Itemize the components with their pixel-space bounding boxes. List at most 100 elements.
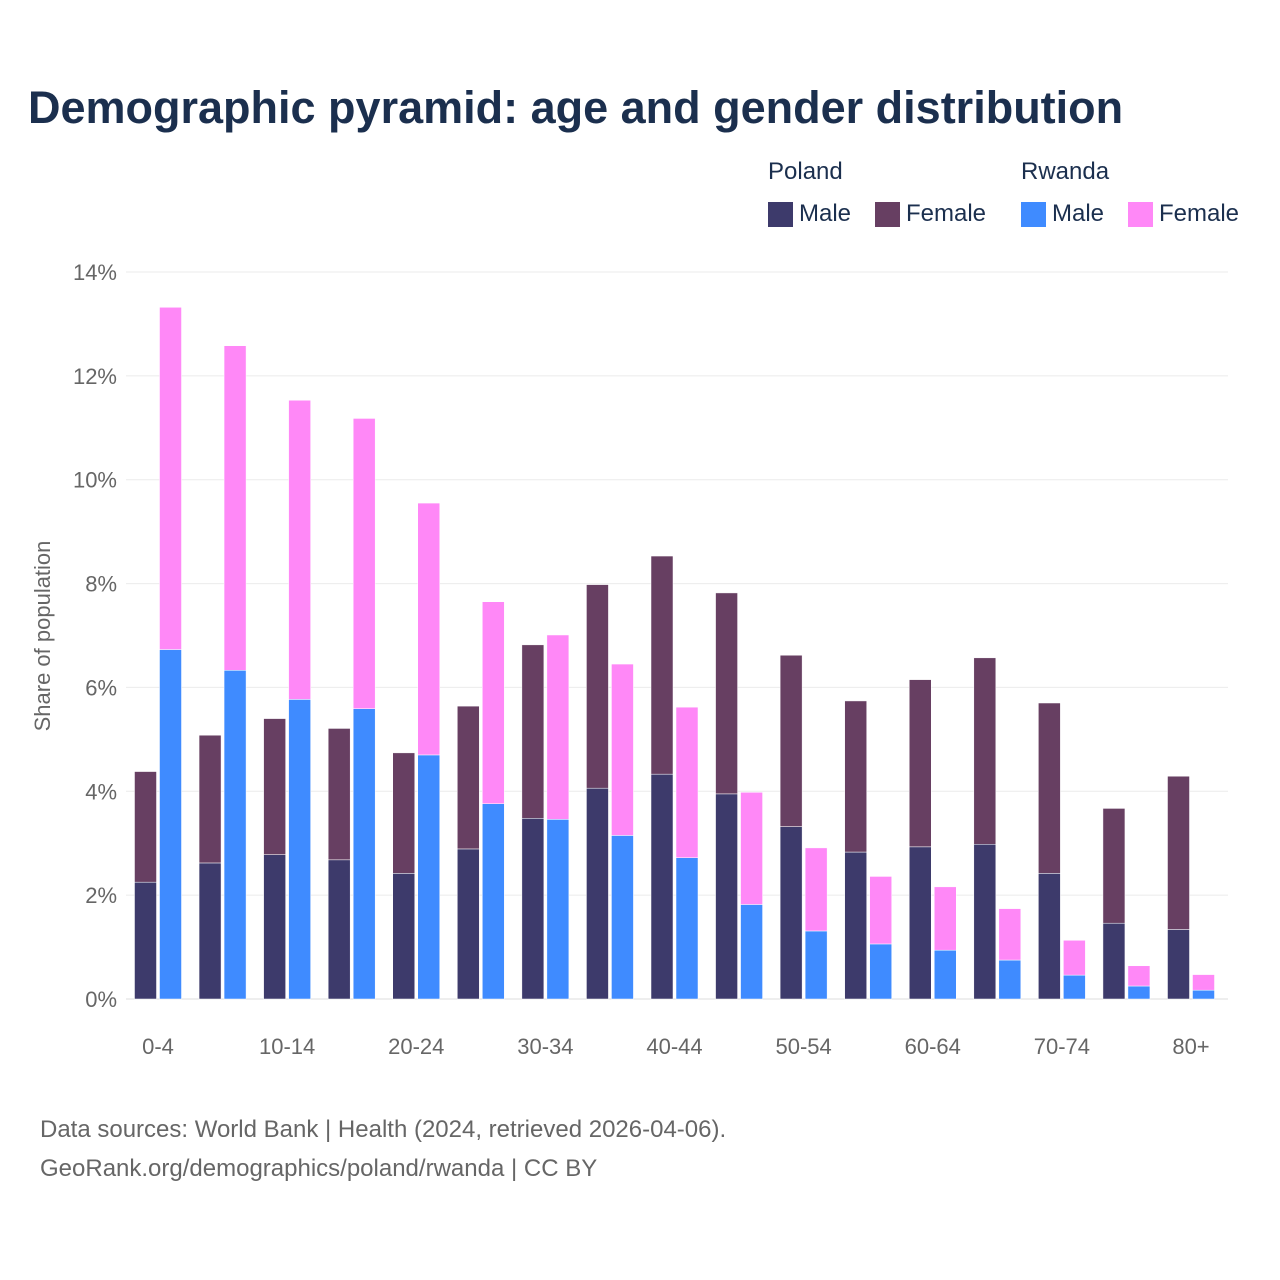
y-axis-label: Share of population [30,541,55,732]
bar-rwanda-female-0-4 [159,307,182,650]
bar-poland-female-25-29 [457,705,480,850]
legend-poland-male[interactable]: Male [768,200,851,228]
bar-poland-female-40-44 [650,555,674,775]
bar-rwanda-male-15-19 [352,708,376,1000]
legend-label: Male [1052,200,1105,227]
bar-poland-female-70-74 [1038,702,1061,874]
bar-poland-female-0-4 [134,771,157,883]
bar-rwanda-female-50-54 [804,847,828,932]
bar-poland-male-15-19 [327,859,351,1000]
bar-rwanda-male-25-29 [482,803,505,1000]
bar-rwanda-male-50-54 [804,930,828,1000]
bar-poland-female-80+ [1167,775,1190,930]
bar-rwanda-male-10-14 [288,699,311,1000]
bar-poland-female-50-54 [779,654,803,827]
bar-poland-female-30-34 [521,644,545,819]
legend-label: Female [906,200,987,227]
x-tick-label: 0-4 [142,1034,174,1059]
x-tick-label: 30-34 [517,1034,573,1059]
bar-rwanda-female-25-29 [482,601,505,804]
legend-swatch [1128,201,1153,227]
bar-rwanda-female-80+ [1192,974,1215,991]
legend-poland-female[interactable]: Female [875,200,986,228]
bar-rwanda-female-75-79 [1127,965,1151,987]
x-tick-label: 60-64 [905,1034,961,1059]
bar-rwanda-male-35-39 [611,835,634,1000]
bar-poland-male-35-39 [586,787,609,1000]
source-line: Data sources: World Bank | Health (2024,… [40,1116,727,1143]
x-tick-label: 40-44 [646,1034,702,1059]
y-tick-label: 10% [73,468,117,493]
bar-poland-male-50-54 [779,826,803,1000]
bar-rwanda-male-20-24 [417,754,440,1000]
bar-rwanda-male-80+ [1192,989,1215,1000]
legend-group-poland: Poland [768,158,843,185]
bar-poland-female-35-39 [586,584,609,789]
bar-poland-female-15-19 [327,728,351,861]
x-tick-label: 50-54 [775,1034,831,1059]
bar-poland-female-65-69 [973,657,997,845]
bar-rwanda-female-30-34 [546,634,570,820]
bar-poland-male-75-79 [1102,922,1126,1000]
bar-rwanda-male-5-9 [223,670,247,1000]
bar-rwanda-female-55-59 [869,876,892,945]
source-url: GeoRank.org/demographics/poland/rwanda |… [40,1155,598,1182]
bar-rwanda-female-65-69 [998,908,1022,961]
bar-poland-female-5-9 [198,734,222,864]
legend-swatch [875,201,900,227]
legend-label: Female [1159,200,1240,227]
x-tick-label: 70-74 [1034,1034,1090,1059]
bar-rwanda-female-5-9 [223,345,247,671]
bar-rwanda-male-60-64 [934,949,957,1000]
bar-rwanda-female-15-19 [352,418,376,709]
y-tick-label: 2% [85,883,117,908]
legend-swatch [1021,201,1046,227]
bar-poland-male-45-49 [715,793,738,1000]
bar-poland-male-65-69 [973,844,997,1000]
bar-poland-male-0-4 [134,881,157,1000]
y-tick-label: 0% [85,987,117,1012]
y-tick-label: 12% [73,364,117,389]
bar-rwanda-female-40-44 [675,706,699,859]
y-tick-label: 14% [73,260,117,285]
x-tick-label: 80+ [1172,1034,1209,1059]
bar-rwanda-male-55-59 [869,943,892,1000]
bar-poland-male-10-14 [263,854,286,1000]
bar-poland-female-20-24 [392,752,415,874]
bar-poland-male-70-74 [1038,873,1061,1000]
y-tick-label: 4% [85,779,117,804]
bar-poland-female-45-49 [715,592,738,795]
bar-poland-female-55-59 [844,700,867,853]
bar-poland-male-40-44 [650,773,674,1000]
bar-rwanda-female-10-14 [288,400,311,700]
y-tick-label: 8% [85,572,117,597]
bar-poland-male-55-59 [844,851,867,1000]
bar-poland-male-25-29 [457,848,480,1000]
legend-swatch [768,201,793,227]
bar-poland-male-80+ [1167,929,1190,1000]
bar-poland-male-30-34 [521,818,545,1000]
legend-rwanda-female[interactable]: Female [1128,200,1239,228]
bar-poland-male-60-64 [909,846,932,1000]
bar-rwanda-male-0-4 [159,649,182,1000]
chart-title: Demographic pyramid: age and gender dist… [28,82,1124,133]
bar-rwanda-male-65-69 [998,959,1022,1000]
bar-rwanda-male-40-44 [675,857,699,1000]
bar-poland-female-75-79 [1102,808,1126,924]
bar-rwanda-male-75-79 [1127,985,1151,1000]
legend-rwanda-male[interactable]: Male [1021,200,1104,228]
bar-rwanda-female-70-74 [1063,940,1086,976]
bar-poland-female-10-14 [263,718,286,855]
y-tick-label: 6% [85,675,117,700]
bar-rwanda-male-30-34 [546,819,570,1000]
bar-poland-male-5-9 [198,862,222,1000]
bar-rwanda-male-70-74 [1063,974,1086,1000]
bar-poland-female-60-64 [909,679,932,848]
bar-rwanda-female-20-24 [417,502,440,756]
bar-rwanda-female-35-39 [611,663,634,836]
bar-rwanda-female-45-49 [740,792,763,905]
legend-label: Male [799,200,852,227]
x-tick-label: 20-24 [388,1034,444,1059]
bar-rwanda-male-45-49 [740,904,763,1000]
